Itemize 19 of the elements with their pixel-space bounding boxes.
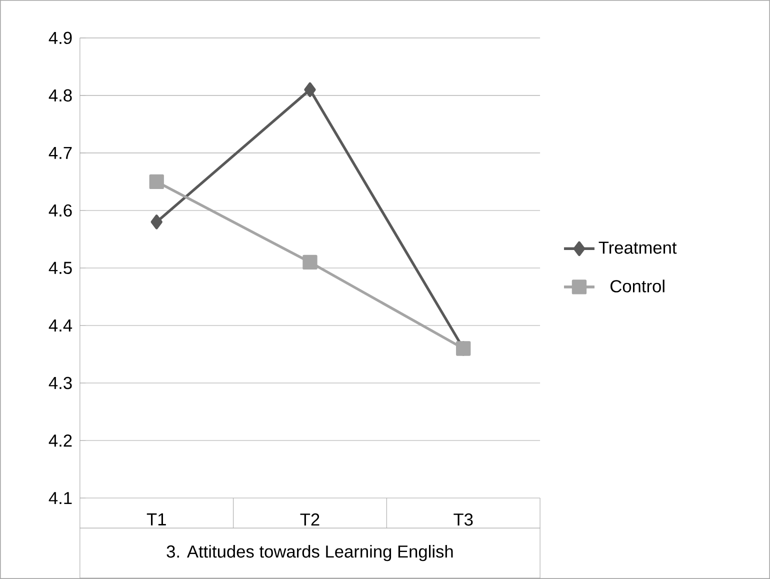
x-axis-title: 3. Attitudes towards Learning English bbox=[166, 544, 453, 562]
y-tick-label: 4.6 bbox=[48, 204, 72, 217]
point bbox=[302, 254, 318, 270]
y-tick-label: 4.8 bbox=[48, 89, 72, 102]
point bbox=[149, 174, 164, 190]
y-tick-label: 4.3 bbox=[48, 376, 72, 390]
y-tick-label: 4.1 bbox=[48, 492, 72, 504]
x-tick-label: T3 bbox=[454, 513, 473, 526]
legend-label: Treatment bbox=[598, 242, 677, 254]
y-tick-label: 4.5 bbox=[48, 262, 72, 274]
point bbox=[304, 82, 316, 98]
y-tick-label: 4.7 bbox=[48, 147, 72, 159]
x-tick-label: T1 bbox=[146, 513, 166, 526]
x-tick-label: T2 bbox=[300, 513, 320, 526]
point bbox=[150, 214, 162, 230]
y-tick-label: 4.4 bbox=[48, 320, 72, 332]
y-tick-label: 4.2 bbox=[48, 434, 72, 447]
y-tick-label: 4.9 bbox=[48, 32, 72, 44]
legend-label: Control bbox=[610, 280, 664, 292]
